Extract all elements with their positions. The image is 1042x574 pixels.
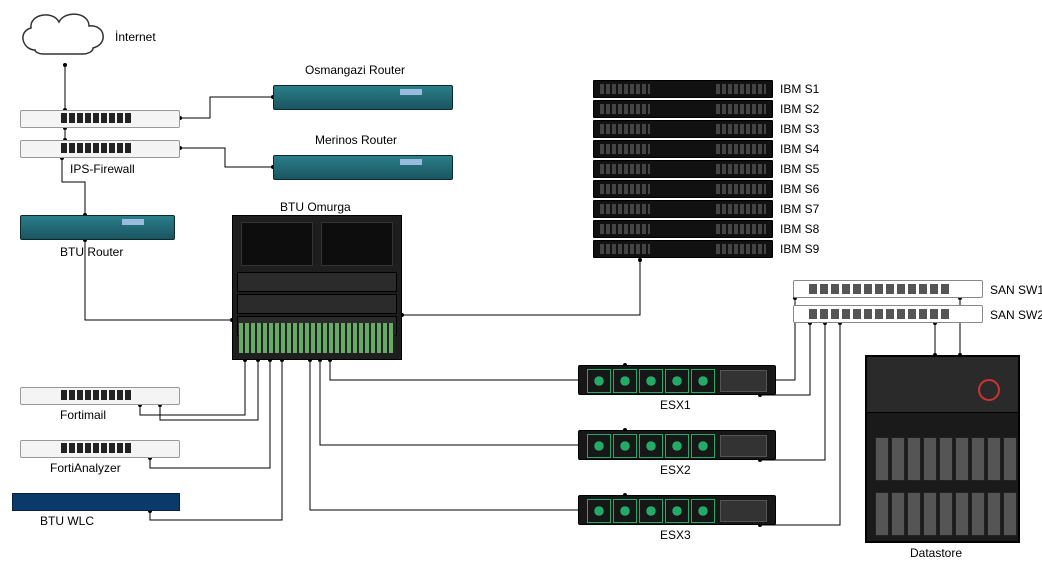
sansw1-label: SAN SW1 bbox=[990, 283, 1042, 297]
ibm-s5 bbox=[593, 160, 773, 178]
btu_router-label: BTU Router bbox=[60, 245, 123, 259]
sansw2-label: SAN SW2 bbox=[990, 308, 1042, 322]
ibm-s3-label: IBM S3 bbox=[780, 122, 819, 136]
ibm-s2 bbox=[593, 100, 773, 118]
ibm-s7-label: IBM S7 bbox=[780, 202, 819, 216]
fortimail bbox=[20, 387, 180, 405]
ibm-s2-label: IBM S2 bbox=[780, 102, 819, 116]
ibm-s5-label: IBM S5 bbox=[780, 162, 819, 176]
ibm-s7 bbox=[593, 200, 773, 218]
esx3-label: ESX3 bbox=[660, 528, 691, 542]
ibm-s6-label: IBM S6 bbox=[780, 182, 819, 196]
ibm-s1-label: IBM S1 bbox=[780, 82, 819, 96]
sansw1 bbox=[793, 280, 983, 298]
esx1 bbox=[578, 365, 776, 395]
fortianalyzer bbox=[20, 440, 180, 458]
datastore-label: Datastore bbox=[910, 546, 962, 560]
esx2 bbox=[578, 430, 776, 460]
osm_router bbox=[273, 85, 453, 110]
internet-label: İnternet bbox=[115, 30, 156, 44]
ibm-s8-label: IBM S8 bbox=[780, 222, 819, 236]
core-label: BTU Omurga bbox=[280, 200, 351, 214]
ibm-s8 bbox=[593, 220, 773, 238]
mer_router bbox=[273, 155, 453, 180]
ibm-s3 bbox=[593, 120, 773, 138]
ips2 bbox=[20, 140, 180, 158]
ips_label: IPS-Firewall bbox=[70, 162, 135, 176]
btu_router bbox=[20, 215, 175, 240]
ibm-s4 bbox=[593, 140, 773, 158]
internet-cloud-icon bbox=[23, 14, 103, 54]
fortimail-label: Fortimail bbox=[60, 408, 106, 422]
network-diagram: İnternet IPS-Firewall BTU Router Osmangazi … bbox=[0, 0, 1042, 574]
osm_router-label: Osmangazi Router bbox=[305, 63, 405, 77]
btuwlc-label: BTU WLC bbox=[40, 514, 94, 528]
btuwlc bbox=[12, 493, 180, 511]
link-4 bbox=[180, 148, 273, 167]
esx2-label: ESX2 bbox=[660, 463, 691, 477]
datastore bbox=[865, 355, 1020, 543]
ibm-s4-label: IBM S4 bbox=[780, 142, 819, 156]
ips1 bbox=[20, 110, 180, 128]
fortianalyzer-label: FortiAnalyzer bbox=[50, 461, 121, 475]
link-3 bbox=[180, 97, 273, 118]
ibm-s9-label: IBM S9 bbox=[780, 242, 819, 256]
mer_router-label: Merinos Router bbox=[315, 133, 397, 147]
esx3 bbox=[578, 495, 776, 525]
ibm-s9 bbox=[593, 240, 773, 258]
ibm-s1 bbox=[593, 80, 773, 98]
esx1-label: ESX1 bbox=[660, 398, 691, 412]
sansw2 bbox=[793, 305, 983, 323]
core bbox=[232, 215, 402, 360]
link-13 bbox=[402, 260, 640, 315]
ibm-s6 bbox=[593, 180, 773, 198]
